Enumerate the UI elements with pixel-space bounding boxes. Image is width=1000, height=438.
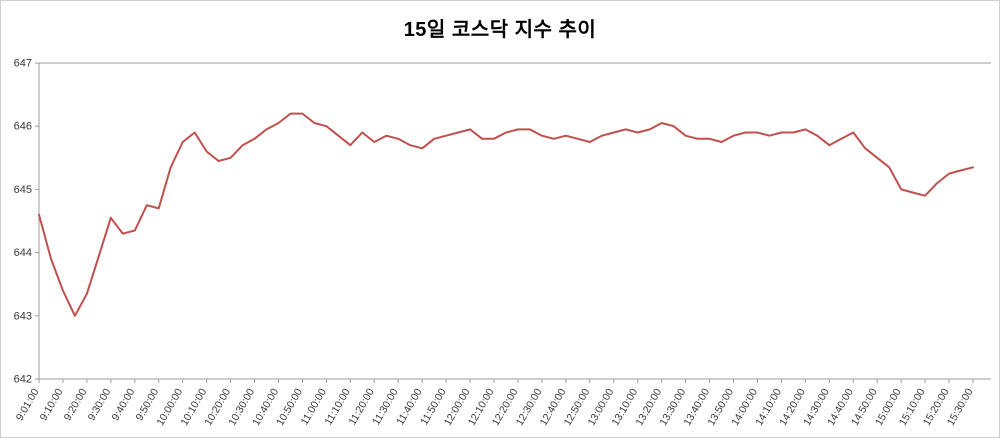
chart-title: 15일 코스닥 지수 추이	[403, 19, 597, 41]
series-line	[38, 112, 974, 317]
y-axis-label: 647	[14, 58, 32, 70]
y-axis-label: 643	[14, 310, 32, 322]
y-axis-label: 646	[14, 121, 32, 133]
y-axis-label: 645	[14, 184, 32, 196]
y-axis-label: 642	[14, 374, 32, 386]
y-axis-label: 644	[14, 247, 32, 259]
